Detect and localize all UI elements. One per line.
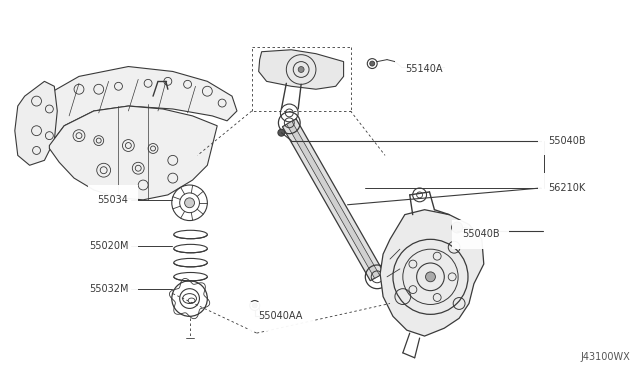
Text: 55140A: 55140A: [405, 64, 442, 74]
Polygon shape: [25, 67, 237, 155]
Polygon shape: [287, 121, 380, 278]
Circle shape: [252, 303, 257, 308]
Circle shape: [184, 198, 195, 208]
Text: J43100WX: J43100WX: [580, 352, 630, 362]
Polygon shape: [282, 119, 384, 281]
Text: 55032M: 55032M: [89, 284, 129, 294]
Circle shape: [426, 272, 435, 282]
Text: 55040AA: 55040AA: [259, 311, 303, 321]
Polygon shape: [380, 210, 484, 336]
Circle shape: [278, 129, 285, 136]
Circle shape: [298, 67, 304, 73]
Circle shape: [452, 222, 463, 233]
Text: 55020M: 55020M: [89, 241, 129, 251]
Text: 55034: 55034: [97, 195, 129, 205]
Text: 56210K: 56210K: [548, 183, 585, 193]
Text: 55040B: 55040B: [462, 230, 500, 239]
Polygon shape: [259, 50, 344, 89]
Polygon shape: [49, 106, 217, 200]
Polygon shape: [15, 81, 57, 165]
Text: 55040B: 55040B: [548, 135, 586, 145]
Circle shape: [370, 61, 374, 66]
